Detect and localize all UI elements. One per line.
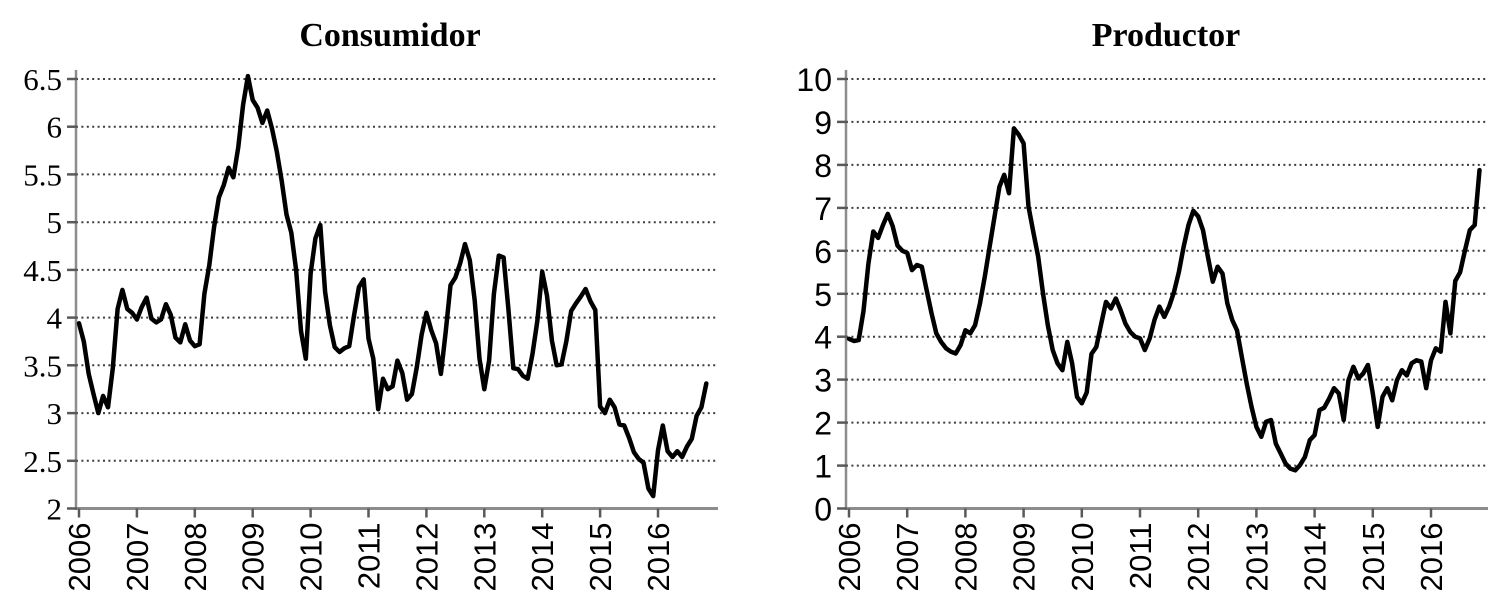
x-tick-label: 2008 [948,523,983,592]
y-tick-label: 5 [814,277,832,313]
x-tick-label: 2007 [120,523,155,592]
x-tick-label: 2012 [409,523,444,592]
x-tick-label: 2006 [832,523,867,592]
y-tick-label: 2 [47,492,63,527]
chart-title-productor: Productor [1092,17,1241,54]
y-tick-label: 5 [47,205,63,240]
y-tick-label: 5.5 [23,157,62,192]
x-tick-label: 2009 [236,523,271,592]
x-tick-label: 2011 [352,523,387,590]
x-tick-label: 2006 [62,523,97,592]
x-tick-label: 2015 [583,523,618,592]
y-tick-label: 0 [814,492,832,528]
y-tick-label: 6 [47,110,63,145]
x-tick-label: 2015 [1356,523,1391,592]
x-tick-label: 2010 [1065,523,1100,592]
y-tick-label: 4 [47,301,63,336]
y-tick-label: 3 [47,396,63,431]
y-tick-label: 3 [814,363,832,399]
y-tick-label: 6 [814,234,832,270]
chart-consumidor: 2 2.5 3 3.5 4 4.5 5 5.5 6 6.5 2006 2007 2008 2009 2010… [23,17,718,591]
x-tick-label: 2013 [1239,523,1274,592]
y-tick-label: 4.5 [23,253,62,288]
y-tick-label: 9 [814,105,832,141]
chart-productor: 0 1 2 3 4 5 6 7 8 9 10 2006 2007 2008 2009 2010 2011 2012… [796,17,1488,591]
series-line-productor [846,126,1482,473]
x-tick-label: 2008 [178,523,213,592]
y-tick-label: 10 [796,62,832,98]
x-tick-label: 2009 [1007,523,1042,592]
x-tick-label: 2016 [641,523,676,592]
chart-title-consumidor: Consumidor [299,17,480,54]
y-tick-label: 6.5 [23,62,62,97]
y-tick-label: 2.5 [23,444,62,479]
x-tick-label: 2013 [467,523,502,592]
x-tick-label: 2011 [1123,523,1158,590]
y-tick-label: 4 [814,320,832,356]
x-tick-label: 2016 [1414,523,1449,592]
series-line-consumidor [76,73,709,499]
x-tick-label: 2007 [890,523,925,592]
y-tick-label: 1 [814,449,832,485]
x-tick-label: 2010 [294,523,329,592]
x-tick-label: 2012 [1181,523,1216,592]
x-tick-label: 2014 [1298,523,1333,592]
x-tick-label: 2014 [525,523,560,592]
y-tick-label: 8 [814,148,832,184]
y-tick-label: 3.5 [23,348,62,383]
y-tick-label: 2 [814,406,832,442]
y-tick-label: 7 [814,191,832,227]
